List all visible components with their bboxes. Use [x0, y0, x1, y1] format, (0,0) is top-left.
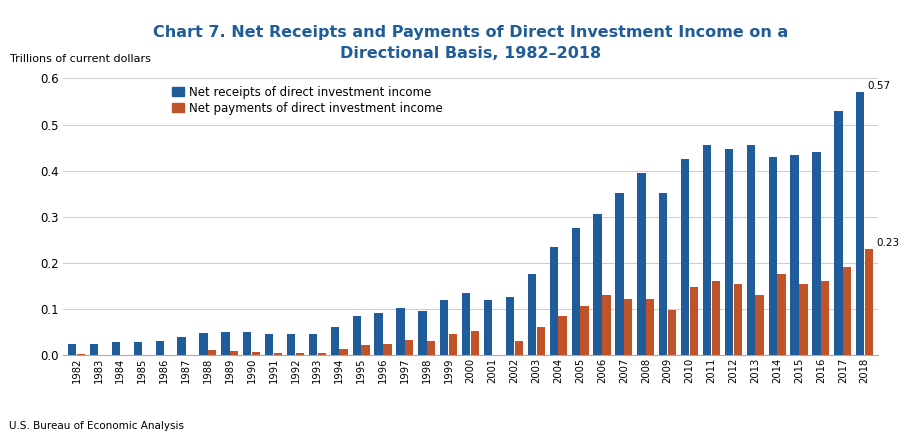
- Bar: [756, 295, 764, 355]
- Text: U.S. Bureau of Economic Analysis: U.S. Bureau of Economic Analysis: [9, 421, 184, 431]
- Bar: [865, 249, 873, 355]
- Bar: [747, 145, 755, 355]
- Bar: [624, 299, 633, 355]
- Bar: [353, 316, 361, 355]
- Bar: [659, 193, 667, 355]
- Bar: [506, 297, 514, 355]
- Bar: [383, 343, 392, 355]
- Bar: [813, 152, 821, 355]
- Bar: [537, 327, 545, 355]
- Bar: [427, 341, 435, 355]
- Text: Trillions of current dollars: Trillions of current dollars: [11, 54, 151, 64]
- Bar: [134, 342, 142, 355]
- Title: Chart 7. Net Receipts and Payments of Direct Investment Income on a
Directional : Chart 7. Net Receipts and Payments of Di…: [153, 25, 788, 61]
- Bar: [339, 349, 348, 355]
- Bar: [572, 228, 580, 355]
- Bar: [821, 281, 830, 355]
- Bar: [681, 159, 690, 355]
- Bar: [296, 353, 304, 355]
- Bar: [580, 306, 588, 355]
- Bar: [440, 300, 449, 355]
- Bar: [528, 275, 536, 355]
- Bar: [558, 316, 567, 355]
- Bar: [484, 300, 492, 355]
- Bar: [449, 334, 457, 355]
- Bar: [111, 342, 120, 355]
- Bar: [230, 351, 238, 355]
- Bar: [856, 92, 864, 355]
- Bar: [177, 336, 186, 355]
- Bar: [199, 333, 207, 355]
- Bar: [287, 334, 295, 355]
- Bar: [637, 173, 645, 355]
- Legend: Net receipts of direct investment income, Net payments of direct investment inco: Net receipts of direct investment income…: [167, 81, 448, 120]
- Bar: [725, 149, 733, 355]
- Text: 0.57: 0.57: [868, 81, 891, 91]
- Bar: [156, 341, 164, 355]
- Bar: [330, 327, 339, 355]
- Bar: [252, 352, 261, 355]
- Bar: [594, 214, 602, 355]
- Bar: [318, 353, 326, 355]
- Bar: [734, 284, 742, 355]
- Bar: [711, 281, 720, 355]
- Bar: [703, 145, 711, 355]
- Bar: [646, 299, 654, 355]
- Bar: [396, 308, 405, 355]
- Bar: [221, 332, 230, 355]
- Bar: [77, 354, 85, 355]
- Bar: [309, 334, 317, 355]
- Bar: [375, 313, 383, 355]
- Bar: [208, 350, 216, 355]
- Bar: [361, 345, 369, 355]
- Bar: [418, 311, 426, 355]
- Bar: [471, 331, 479, 355]
- Bar: [405, 340, 414, 355]
- Bar: [843, 267, 852, 355]
- Bar: [549, 247, 558, 355]
- Bar: [768, 157, 776, 355]
- Bar: [668, 310, 676, 355]
- Text: 0.23: 0.23: [877, 238, 900, 248]
- Bar: [777, 275, 786, 355]
- Bar: [515, 341, 523, 355]
- Bar: [790, 155, 799, 355]
- Bar: [273, 353, 282, 355]
- Bar: [615, 193, 624, 355]
- Bar: [834, 111, 843, 355]
- Bar: [799, 284, 807, 355]
- Bar: [243, 332, 252, 355]
- Bar: [68, 345, 76, 355]
- Bar: [265, 334, 273, 355]
- Bar: [90, 343, 98, 355]
- Bar: [602, 295, 611, 355]
- Bar: [462, 293, 471, 355]
- Bar: [690, 287, 698, 355]
